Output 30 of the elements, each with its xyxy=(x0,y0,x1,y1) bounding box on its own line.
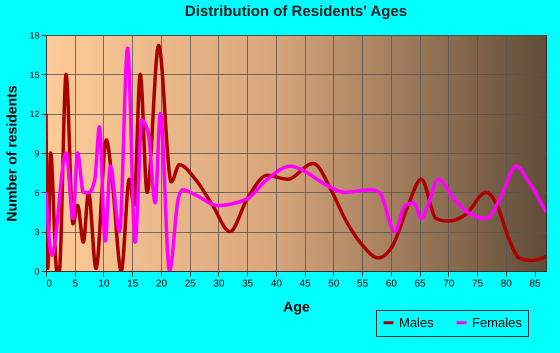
y-tick-label: 3 xyxy=(34,227,40,238)
x-tick-label: 40 xyxy=(270,278,282,290)
x-tick-label: 20 xyxy=(156,278,168,290)
y-tick-label: 6 xyxy=(34,188,40,198)
legend-label: Females xyxy=(472,314,522,330)
x-tick-label: 0 xyxy=(46,278,52,290)
legend-label: Males xyxy=(399,314,434,330)
x-tick-label: 60 xyxy=(386,278,398,290)
chart-title: Distribution of Residents' Ages xyxy=(184,3,408,20)
x-tick-label: 35 xyxy=(242,278,254,290)
y-tick-label: 18 xyxy=(29,30,40,40)
y-tick-label: 9 xyxy=(34,148,40,158)
x-tick-label: 55 xyxy=(357,278,369,290)
y-axis-title: Number of residents xyxy=(3,85,20,222)
x-axis-title: Age xyxy=(283,298,310,314)
y-tick-label: 15 xyxy=(29,70,40,80)
x-tick-label: 75 xyxy=(472,278,484,290)
x-tick-label: 15 xyxy=(127,278,139,290)
x-tick-label: 25 xyxy=(184,278,196,290)
y-tick-label: 0 xyxy=(34,266,40,276)
y-tick-label: 12 xyxy=(29,109,40,120)
x-tick-label: 70 xyxy=(443,278,455,290)
x-tick-label: 50 xyxy=(328,278,340,290)
x-tick-label: 30 xyxy=(213,278,225,290)
x-tick-label: 80 xyxy=(500,278,512,290)
x-tick-label: 45 xyxy=(300,278,312,290)
x-tick-label: 10 xyxy=(98,278,110,290)
x-tick-label: 85 xyxy=(529,278,542,290)
x-tick-label: 65 xyxy=(414,278,426,290)
x-tick-label: 5 xyxy=(72,278,78,290)
